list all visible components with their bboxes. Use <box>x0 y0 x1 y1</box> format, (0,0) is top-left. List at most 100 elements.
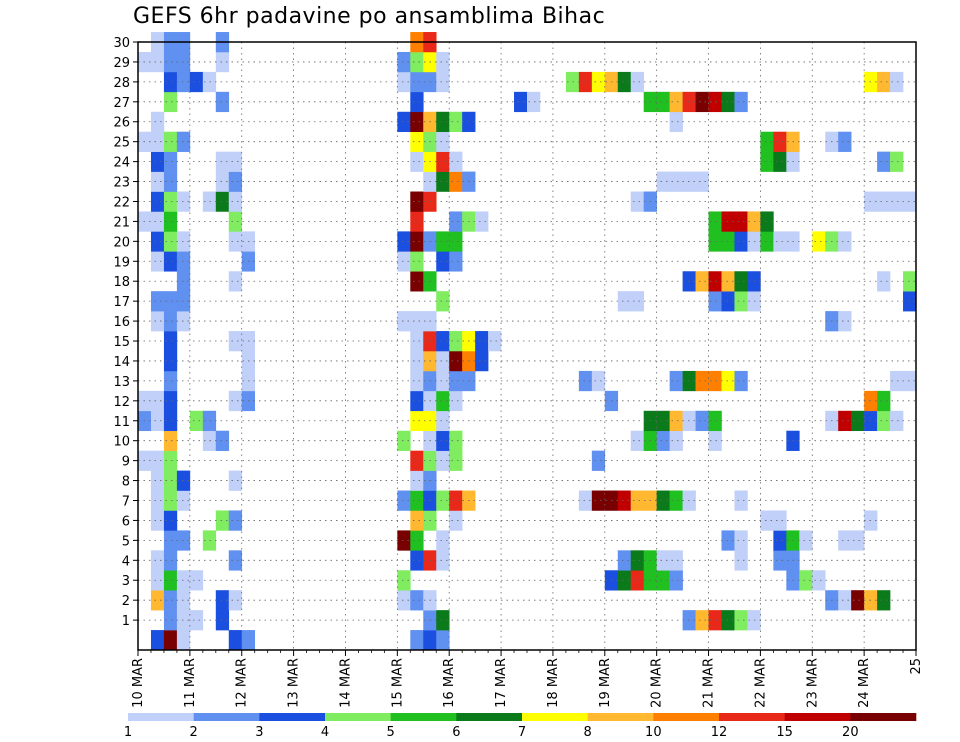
heatmap-cell <box>812 570 826 591</box>
y-tick-label: 4 <box>122 554 130 569</box>
y-tick-label: 5 <box>122 534 130 549</box>
heatmap-cell <box>410 251 424 272</box>
heatmap-cell <box>669 171 683 192</box>
heatmap-cell <box>163 450 178 471</box>
x-tick-label: 18 MAR <box>546 658 561 708</box>
heatmap-cell <box>656 171 670 192</box>
colorbar-label: 12 <box>711 725 728 740</box>
heatmap-cell <box>228 231 243 252</box>
heatmap-cell <box>228 271 243 292</box>
y-tick-label: 17 <box>113 295 130 310</box>
x-tick-label: 21 MAR <box>702 658 717 708</box>
heatmap-cell <box>228 590 243 611</box>
heatmap-cell <box>773 510 787 531</box>
heatmap-cell <box>734 91 748 113</box>
heatmap-cell <box>410 211 424 232</box>
x-tick-label: 10 MAR <box>131 658 146 708</box>
heatmap-cell <box>228 331 243 352</box>
heatmap-cell <box>890 151 904 172</box>
heatmap-cell <box>449 430 463 451</box>
colorbar-label: 3 <box>255 725 263 740</box>
colorbar-swatch <box>456 713 523 721</box>
colorbar-label: 1 <box>124 725 132 740</box>
heatmap-cell <box>436 610 450 631</box>
heatmap-cell <box>228 390 243 412</box>
heatmap-cell <box>150 450 165 471</box>
heatmap-cell <box>449 171 463 192</box>
heatmap-cell <box>163 490 178 511</box>
heatmap-cell <box>877 191 891 212</box>
heatmap-cell <box>163 191 178 212</box>
heatmap-cell <box>410 450 424 471</box>
heatmap-cell <box>773 530 787 551</box>
heatmap-cell <box>176 590 191 611</box>
heatmap-cell <box>669 570 683 591</box>
heatmap-cell <box>708 271 722 292</box>
heatmap-cell <box>436 490 450 511</box>
heatmap-cell <box>734 550 748 571</box>
heatmap-cell <box>695 610 709 631</box>
heatmap-cell <box>228 630 243 651</box>
heatmap-cell <box>436 350 450 372</box>
y-tick-label: 18 <box>113 275 130 290</box>
x-tick-label: 12 MAR <box>235 658 250 708</box>
heatmap-cell <box>617 71 632 93</box>
heatmap-cell <box>410 370 424 392</box>
heatmap-cell <box>708 291 722 312</box>
heatmap-cell <box>760 151 774 172</box>
y-tick-label: 28 <box>113 76 130 91</box>
heatmap-cell <box>410 151 424 172</box>
heatmap-cell <box>669 490 683 511</box>
heatmap-cell <box>150 570 165 591</box>
y-tick-label: 27 <box>113 96 130 111</box>
y-tick-label: 25 <box>113 136 130 151</box>
heatmap-cell <box>773 550 787 571</box>
y-tick-label: 6 <box>122 514 130 529</box>
heatmap-cell <box>410 530 424 551</box>
heatmap-cell <box>150 311 165 332</box>
heatmap-cell <box>669 550 683 571</box>
y-tick-label: 20 <box>113 235 130 250</box>
heatmap-cell <box>423 630 437 651</box>
heatmap-cell <box>488 331 502 352</box>
heatmap-cell <box>669 370 683 392</box>
heatmap-cell <box>150 111 165 133</box>
heatmap-cell <box>410 191 424 212</box>
heatmap-cell <box>410 350 424 372</box>
heatmap-cell <box>721 530 735 551</box>
heatmap-cell <box>397 590 411 611</box>
heatmap-cell <box>228 151 243 172</box>
heatmap-cell <box>449 251 463 272</box>
heatmap-cell <box>410 311 424 332</box>
heatmap-cell <box>189 610 204 631</box>
heatmap-cell <box>436 231 450 252</box>
heatmap-cell <box>163 410 178 432</box>
heatmap-cell <box>578 71 593 93</box>
heatmap-cell <box>410 91 424 113</box>
heatmap-cell <box>721 211 735 232</box>
heatmap-cell <box>397 490 411 511</box>
heatmap-cell <box>163 231 178 252</box>
heatmap-cell <box>890 71 904 93</box>
heatmap-cell <box>708 211 722 232</box>
heatmap-cell <box>163 630 178 651</box>
heatmap-cell <box>436 370 450 392</box>
heatmap-cell <box>721 610 735 631</box>
heatmap-cell <box>708 430 722 451</box>
heatmap-cell <box>773 131 787 152</box>
heatmap-cell <box>630 291 644 312</box>
heatmap-cell <box>163 291 178 312</box>
heatmap-cell <box>150 131 165 152</box>
heatmap-cell <box>734 231 748 252</box>
y-tick-label: 13 <box>113 375 130 390</box>
heatmap-cell <box>617 570 632 591</box>
heatmap-cell <box>721 91 735 113</box>
heatmap-cell <box>215 151 230 172</box>
heatmap-cell <box>436 410 450 432</box>
heatmap-cell <box>163 590 178 611</box>
heatmap-cell <box>656 410 670 432</box>
x-tick-label: 17 MAR <box>494 658 509 708</box>
heatmap-cell <box>903 291 917 312</box>
heatmap-cell <box>176 271 191 292</box>
heatmap-cell <box>228 510 243 531</box>
